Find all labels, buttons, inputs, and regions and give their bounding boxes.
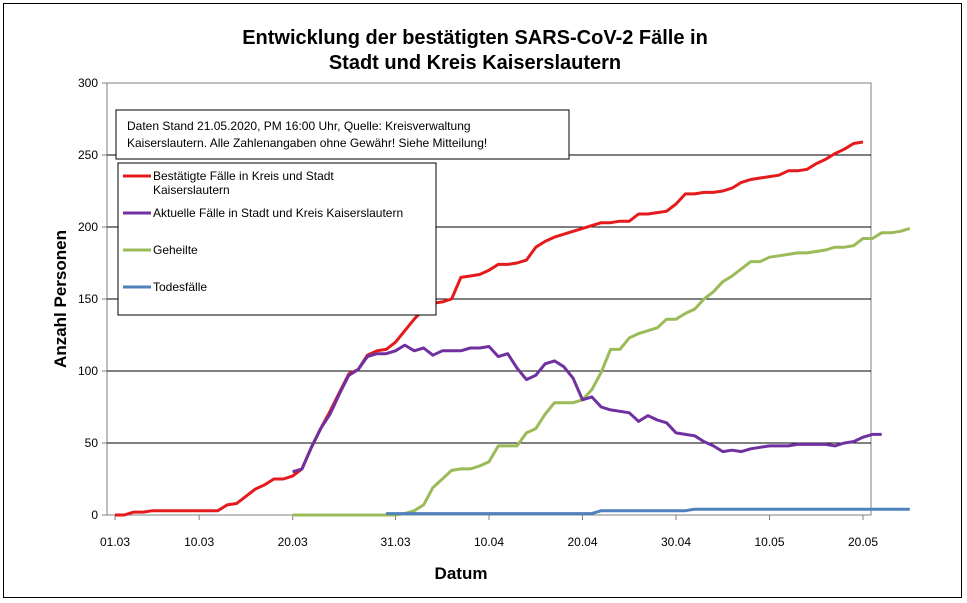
legend-label-confirmed-line-2: Kaiserslautern bbox=[153, 183, 230, 197]
series-lines bbox=[115, 140, 911, 517]
y-tick-label-150: 150 bbox=[78, 292, 98, 306]
x-tick-label-3: 31.03 bbox=[380, 535, 410, 549]
x-tick-label-7: 10.05 bbox=[754, 535, 784, 549]
x-axis-label: Datum bbox=[435, 564, 488, 583]
chart-canvas: Entwicklung der bestätigten SARS-CoV-2 F… bbox=[51, 27, 911, 583]
y-tick-label-200: 200 bbox=[78, 220, 98, 234]
note-line-1: Daten Stand 21.05.2020, PM 16:00 Uhr, Qu… bbox=[127, 119, 471, 133]
legend-border bbox=[117, 162, 437, 316]
series-recovered-line bbox=[292, 226, 911, 517]
y-tick-label-300: 300 bbox=[78, 76, 98, 90]
y-axis-ticks: 0 50 100 150 200 250 300 bbox=[78, 76, 107, 522]
x-tick-label-2: 20.03 bbox=[278, 535, 308, 549]
chart-title-line-1: Entwicklung der bestätigten SARS-CoV-2 F… bbox=[242, 27, 708, 49]
legend-label-recovered: Geheilte bbox=[153, 243, 198, 257]
x-axis-ticks: 01.03 10.03 20.03 31.03 10.04 20.04 30.04 10.05… bbox=[100, 515, 878, 549]
x-tick-label-1: 10.03 bbox=[184, 535, 214, 549]
note-box-border bbox=[115, 109, 570, 160]
data-source-note: Daten Stand 21.05.2020, PM 16:00 Uhr, Qu… bbox=[115, 109, 570, 160]
series-deaths-line bbox=[386, 507, 910, 516]
y-axis-label: Anzahl Personen bbox=[51, 230, 70, 368]
note-line-2: Kaiserslautern. Alle Zahlenangaben ohne … bbox=[127, 136, 487, 150]
legend-label-confirmed-line-1: Bestätigte Fälle in Kreis und Stadt bbox=[153, 169, 334, 183]
y-tick-label-50: 50 bbox=[85, 436, 99, 450]
x-tick-label-8: 20.05 bbox=[848, 535, 878, 549]
x-tick-label-6: 30.04 bbox=[661, 535, 691, 549]
legend-label-deaths: Todesfälle bbox=[153, 280, 207, 294]
chart-frame: Entwicklung der bestätigten SARS-CoV-2 F… bbox=[3, 3, 962, 598]
legend: Bestätigte Fälle in Kreis und Stadt Kais… bbox=[117, 162, 437, 316]
x-tick-label-5: 20.04 bbox=[567, 535, 597, 549]
x-tick-label-4: 10.04 bbox=[474, 535, 504, 549]
series-active-line bbox=[292, 343, 882, 474]
y-tick-label-250: 250 bbox=[78, 148, 98, 162]
y-tick-label-0: 0 bbox=[91, 508, 98, 522]
series-confirmed-line bbox=[115, 140, 864, 517]
y-tick-label-100: 100 bbox=[78, 364, 98, 378]
x-tick-label-0: 01.03 bbox=[100, 535, 130, 549]
chart-title-line-2: Stadt und Kreis Kaiserslautern bbox=[329, 52, 621, 74]
legend-label-active: Aktuelle Fälle in Stadt und Kreis Kaiser… bbox=[153, 206, 403, 220]
